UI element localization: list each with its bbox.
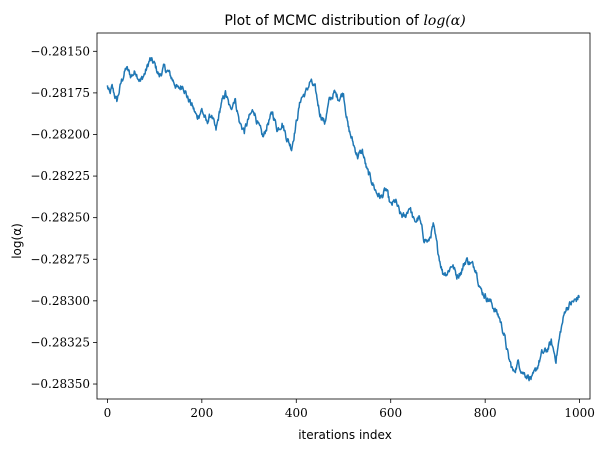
y-tick-label: −0.28300	[30, 294, 90, 308]
trace-line	[106, 56, 580, 382]
y-tick-label: −0.28200	[30, 127, 90, 141]
y-tick-label: −0.28150	[30, 44, 90, 58]
x-tick-label: 600	[379, 406, 402, 420]
y-tick-label: −0.28350	[30, 377, 90, 391]
y-tick-label: −0.28325	[30, 335, 90, 349]
x-tick-label: 1000	[564, 406, 595, 420]
chart-title-text: Plot of MCMC distribution of	[224, 13, 423, 29]
x-tick-label: 200	[190, 406, 213, 420]
y-tick-label: −0.28225	[30, 169, 90, 183]
x-axis-label: iterations index	[298, 428, 392, 442]
y-tick-label: −0.28250	[30, 211, 90, 225]
y-tick-label: −0.28275	[30, 252, 90, 266]
x-tick-label: 0	[104, 406, 112, 420]
chart-title-math: log(α)	[423, 13, 465, 29]
chart-title: Plot of MCMC distribution of log(α)	[224, 13, 465, 29]
y-axis: −0.28150 −0.28175 −0.28200 −0.28225 −0.28250…	[30, 44, 97, 391]
y-tick-label: −0.28175	[30, 86, 90, 100]
plot-area	[96, 32, 591, 400]
axes-frame	[96, 32, 591, 400]
x-tick-label: 400	[285, 406, 308, 420]
x-tick-label: 800	[474, 406, 497, 420]
y-axis-label: log(α)	[10, 223, 24, 259]
x-axis: 0 200 400 600 800 1000	[104, 399, 595, 420]
